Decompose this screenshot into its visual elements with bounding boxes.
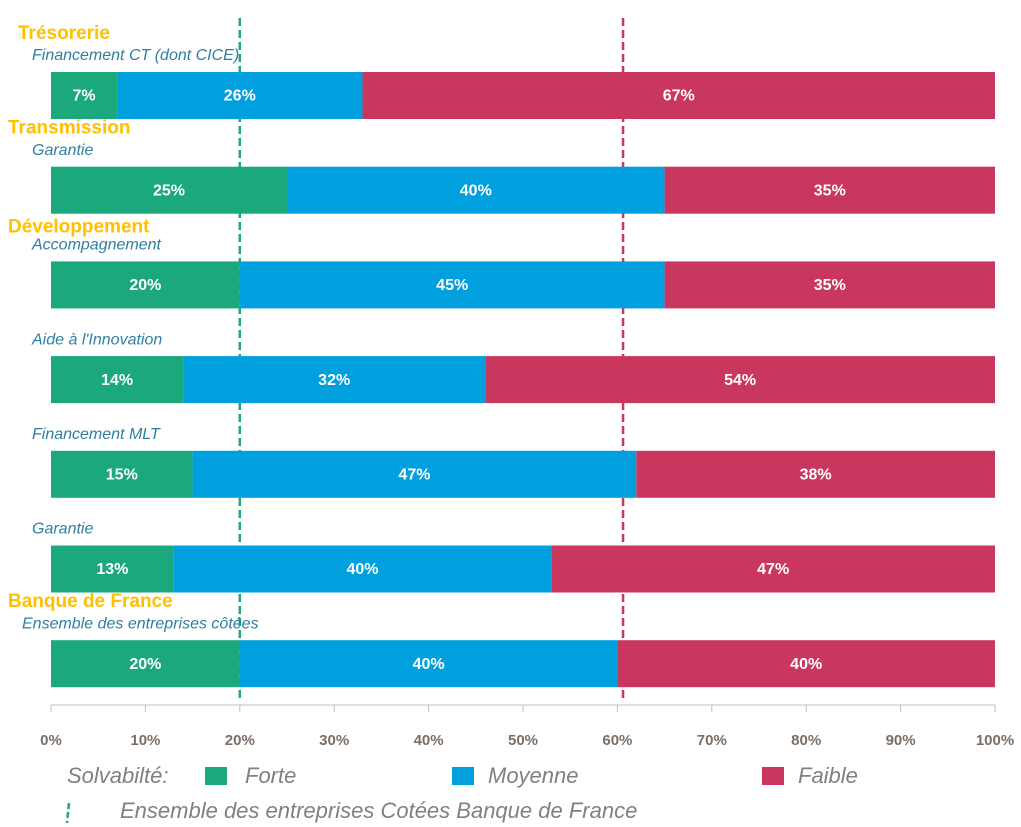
value-label: 32% bbox=[318, 372, 350, 389]
bar-segment bbox=[51, 545, 174, 593]
legend-swatch bbox=[205, 767, 227, 785]
value-label: 38% bbox=[800, 467, 832, 484]
group-label: Banque de France bbox=[8, 591, 173, 612]
x-tick-label: 0% bbox=[40, 732, 62, 749]
bar-segment bbox=[192, 450, 637, 498]
category-label: Accompagnement bbox=[31, 237, 162, 254]
legend-title: Solvabilté: bbox=[67, 763, 169, 788]
bar-segment bbox=[173, 545, 552, 593]
bar-segment bbox=[664, 166, 995, 214]
legend-reference-swatch bbox=[65, 802, 71, 824]
bar-segment bbox=[239, 261, 665, 309]
value-label: 40% bbox=[460, 182, 492, 199]
bar-segment bbox=[551, 545, 995, 593]
value-label: 13% bbox=[96, 561, 128, 578]
x-tick-label: 80% bbox=[791, 732, 821, 749]
value-label: 15% bbox=[106, 467, 138, 484]
bar-segment bbox=[664, 261, 995, 309]
x-tick-label: 10% bbox=[130, 732, 160, 749]
category-label: Financement CT (dont CICE) bbox=[32, 47, 239, 64]
bar-segment bbox=[636, 450, 995, 498]
value-label: 47% bbox=[398, 467, 430, 484]
x-tick-label: 70% bbox=[697, 732, 727, 749]
value-label: 20% bbox=[129, 656, 161, 673]
value-label: 25% bbox=[153, 182, 185, 199]
value-label: 35% bbox=[814, 182, 846, 199]
legend-reference-label: Ensemble des entreprises Cotées Banque d… bbox=[120, 798, 637, 823]
value-label: 40% bbox=[413, 656, 445, 673]
x-tick-label: 20% bbox=[225, 732, 255, 749]
bar-segment bbox=[51, 640, 240, 688]
x-tick-label: 60% bbox=[602, 732, 632, 749]
value-label: 26% bbox=[224, 88, 256, 105]
value-label: 7% bbox=[72, 88, 95, 105]
category-label: Aide à l'Innovation bbox=[31, 331, 162, 348]
bar-segment bbox=[485, 356, 995, 404]
value-label: 54% bbox=[724, 372, 756, 389]
category-label: Garantie bbox=[32, 142, 93, 159]
value-label: 40% bbox=[347, 561, 379, 578]
legend-label: Moyenne bbox=[488, 763, 579, 788]
bar-segment bbox=[51, 356, 184, 404]
bar-segment bbox=[287, 166, 665, 214]
legend-swatch bbox=[762, 767, 784, 785]
legend-label: Faible bbox=[798, 763, 858, 788]
group-label: Transmission bbox=[8, 118, 131, 139]
bar-segment bbox=[117, 72, 363, 119]
x-tick-label: 100% bbox=[976, 732, 1014, 749]
category-label: Garantie bbox=[32, 521, 93, 538]
bar-segment bbox=[183, 356, 486, 404]
bar-segment bbox=[239, 640, 618, 688]
bar-segment bbox=[617, 640, 995, 688]
value-label: 67% bbox=[663, 88, 695, 105]
x-tick-label: 30% bbox=[319, 732, 349, 749]
legend-swatch bbox=[452, 767, 474, 785]
value-label: 20% bbox=[129, 277, 161, 294]
legend-label: Forte bbox=[245, 763, 296, 788]
bar-segment bbox=[362, 72, 995, 119]
bar-segment bbox=[51, 72, 118, 119]
category-label: Financement MLT bbox=[32, 426, 161, 443]
value-label: 45% bbox=[436, 277, 468, 294]
value-label: 14% bbox=[101, 372, 133, 389]
x-tick-label: 90% bbox=[886, 732, 916, 749]
bar-segment bbox=[51, 261, 240, 309]
group-label: Développement bbox=[8, 216, 150, 237]
x-tick-label: 50% bbox=[508, 732, 538, 749]
value-label: 40% bbox=[790, 656, 822, 673]
value-label: 35% bbox=[814, 277, 846, 294]
value-label: 47% bbox=[757, 561, 789, 578]
bar-segment bbox=[51, 166, 287, 214]
group-label: Trésorerie bbox=[18, 23, 110, 44]
category-label: Ensemble des entreprises côtées bbox=[22, 615, 259, 632]
bar-segment bbox=[51, 450, 193, 498]
x-tick-label: 40% bbox=[414, 732, 444, 749]
